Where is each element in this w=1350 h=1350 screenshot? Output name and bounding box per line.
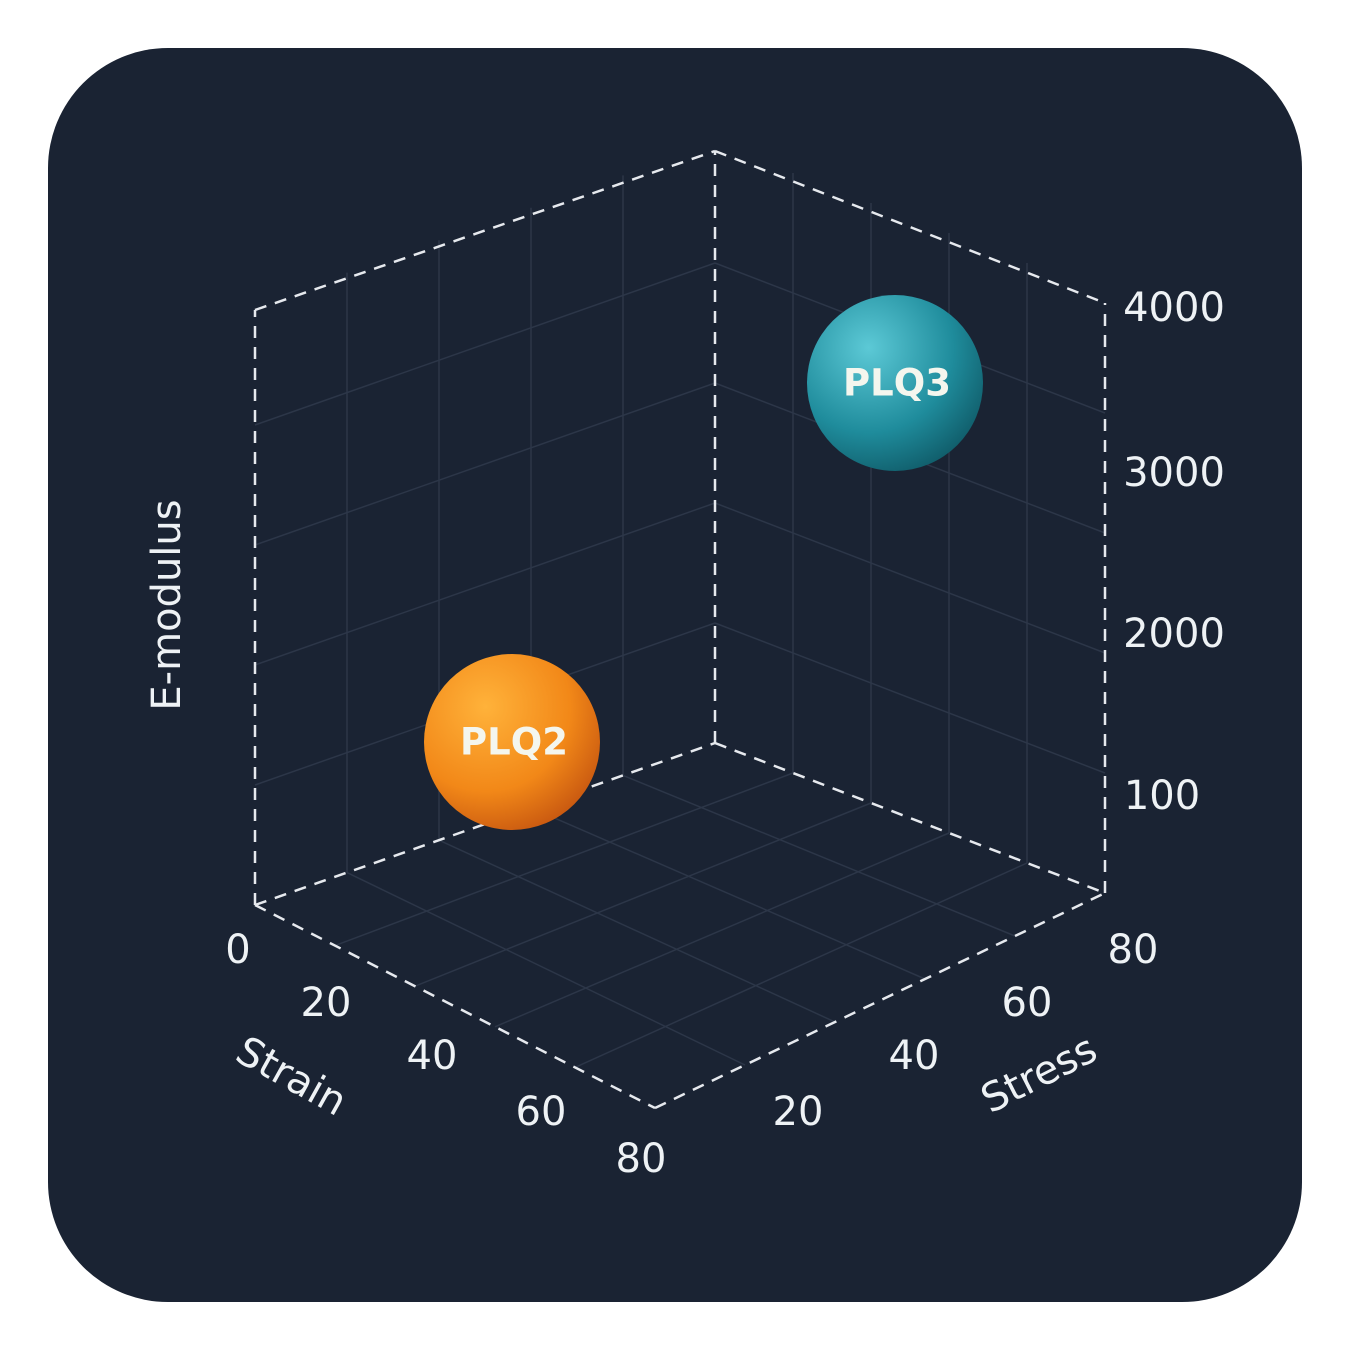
grid-line	[574, 862, 1028, 1069]
axes-frame	[253, 149, 1107, 1110]
stress-tick-label: 60	[1002, 980, 1053, 1026]
stress-axis-ticks: 20 40 60 80	[773, 927, 1159, 1135]
e-modulus-tick-label: 4000	[1123, 285, 1225, 331]
grid-line	[438, 839, 836, 1023]
strain-axis-title: Strain	[228, 1028, 354, 1126]
frame-edge	[254, 903, 656, 1110]
bubble-label: PLQ3	[843, 362, 951, 405]
grid-line	[714, 502, 1106, 654]
chart-card	[48, 48, 1302, 1302]
grid-line	[334, 772, 794, 947]
frame-edge	[714, 149, 1106, 305]
stress-tick-label: 80	[1108, 927, 1159, 973]
strain-tick-label: 20	[301, 980, 352, 1026]
grid-line	[346, 871, 746, 1066]
frame-edge	[254, 741, 716, 907]
bubble-circle	[807, 295, 983, 471]
grid-line	[254, 502, 716, 666]
strain-tick-label: 80	[616, 1136, 667, 1182]
grid-line	[530, 807, 926, 980]
grid-lines	[254, 173, 1106, 1069]
stress-tick-label: 40	[889, 1033, 940, 1079]
strain-tick-label: 40	[407, 1033, 458, 1079]
stress-axis-title: Stress	[974, 1026, 1104, 1123]
grid-line	[254, 262, 716, 426]
e-modulus-axis-title: E-modulus	[144, 499, 190, 710]
bubble-plq2[interactable]: PLQ2	[424, 654, 600, 830]
bubble-plq3[interactable]: PLQ3	[807, 295, 983, 471]
grid-line	[254, 382, 716, 546]
grid-line	[714, 622, 1106, 774]
data-bubbles: PLQ2 PLQ3	[424, 295, 983, 830]
e-modulus-axis-ticks: 100 2000 3000 4000	[1123, 285, 1225, 819]
strain-tick-label: 60	[516, 1089, 567, 1135]
frame-edge	[714, 741, 1106, 895]
e-modulus-tick-label: 2000	[1123, 611, 1225, 657]
bubble-label: PLQ2	[460, 721, 568, 764]
strain-axis-ticks: 0 20 40 60 80	[225, 927, 666, 1182]
e-modulus-tick-label: 100	[1124, 773, 1200, 819]
grid-line	[494, 832, 950, 1028]
grid-line	[414, 802, 872, 987]
bubble-circle	[424, 654, 600, 830]
e-modulus-tick-label: 3000	[1123, 450, 1225, 496]
stress-tick-label: 20	[773, 1089, 824, 1135]
strain-tick-label: 0	[225, 927, 250, 973]
frame-edge	[254, 149, 716, 312]
grid-line	[622, 774, 1016, 937]
